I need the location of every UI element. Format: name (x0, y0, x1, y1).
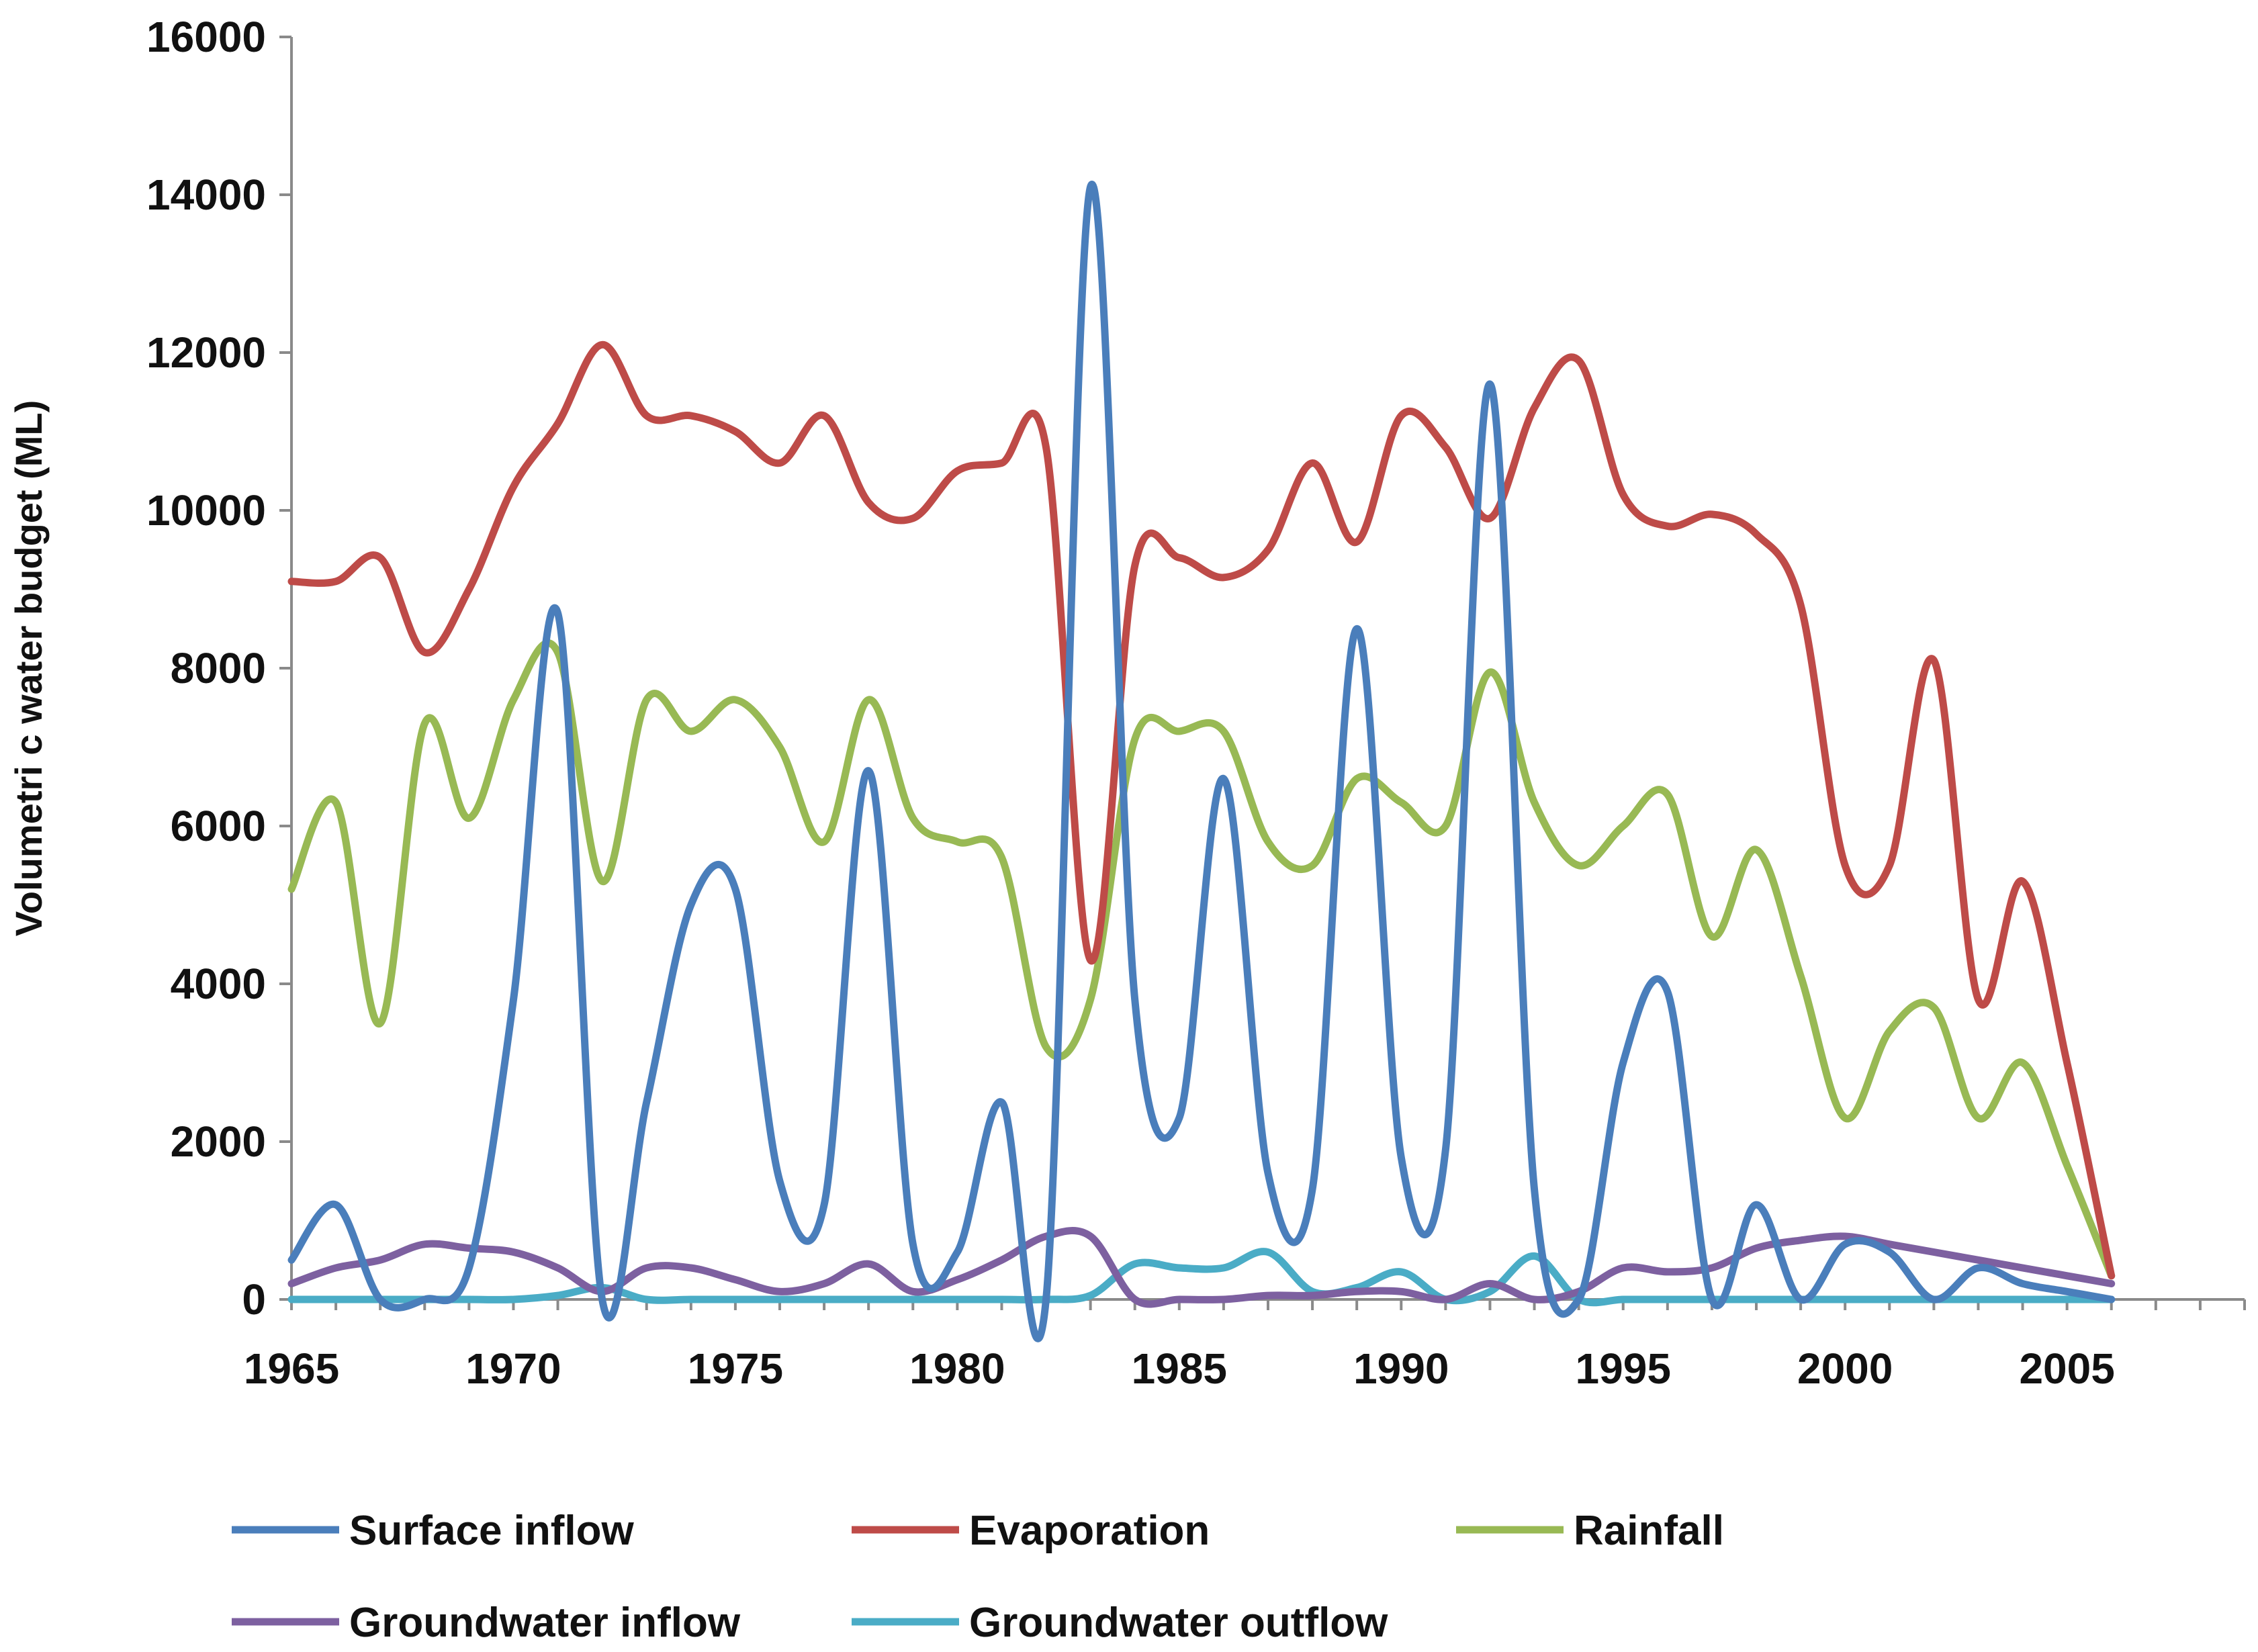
x-tick-label: 1965 (244, 1344, 339, 1393)
y-tick-label: 10000 (146, 486, 266, 535)
legend-item-groundwater-outflow: Groundwater outflow (852, 1600, 1388, 1646)
x-tick-label: 2000 (1797, 1344, 1893, 1393)
legend-label-groundwater-inflow: Groundwater inflow (349, 1600, 741, 1646)
x-tick-label: 1985 (1132, 1344, 1227, 1393)
legend-item-groundwater-inflow: Groundwater inflow (232, 1600, 741, 1646)
y-axis-title: Volumetri c water budget (ML) (7, 400, 50, 937)
y-tick-label: 6000 (171, 802, 266, 850)
x-tick-label: 1990 (1353, 1344, 1449, 1393)
x-tick-label: 1995 (1576, 1344, 1671, 1393)
series-layer (287, 181, 2116, 1342)
legend-label-evaporation: Evaporation (969, 1508, 1210, 1554)
legend-item-evaporation: Evaporation (852, 1508, 1210, 1554)
legend-label-groundwater-outflow: Groundwater outflow (969, 1600, 1388, 1646)
x-tick-label: 1970 (465, 1344, 561, 1393)
y-tick-label: 4000 (171, 960, 266, 1008)
legend: Surface inflow Evaporation Rainfall Groundw… (232, 1508, 1724, 1646)
legend-label-rainfall: Rainfall (1574, 1508, 1724, 1554)
y-tick-label: 14000 (146, 171, 266, 219)
legend-label-surface-inflow: Surface inflow (349, 1508, 635, 1554)
y-tick-label: 0 (242, 1275, 266, 1324)
y-tick-label: 2000 (171, 1117, 266, 1166)
legend-item-rainfall: Rainfall (1456, 1508, 1724, 1554)
x-tick-label: 2005 (2019, 1344, 2114, 1393)
tick-label-layer: 0 2000 4000 6000 8000 10000 12000 14000 16000 196… (146, 13, 2115, 1393)
series-line-surface-inflow (287, 181, 2116, 1342)
legend-item-surface-inflow: Surface inflow (232, 1508, 635, 1554)
x-tick-label: 1975 (688, 1344, 783, 1393)
y-tick-label: 12000 (146, 328, 266, 377)
y-tick-label: 16000 (146, 13, 266, 61)
x-tick-label: 1980 (909, 1344, 1005, 1393)
series-line-groundwater-outflow (287, 1248, 2116, 1307)
series-line-evaporation (287, 340, 2116, 1280)
y-tick-label: 8000 (171, 644, 266, 692)
